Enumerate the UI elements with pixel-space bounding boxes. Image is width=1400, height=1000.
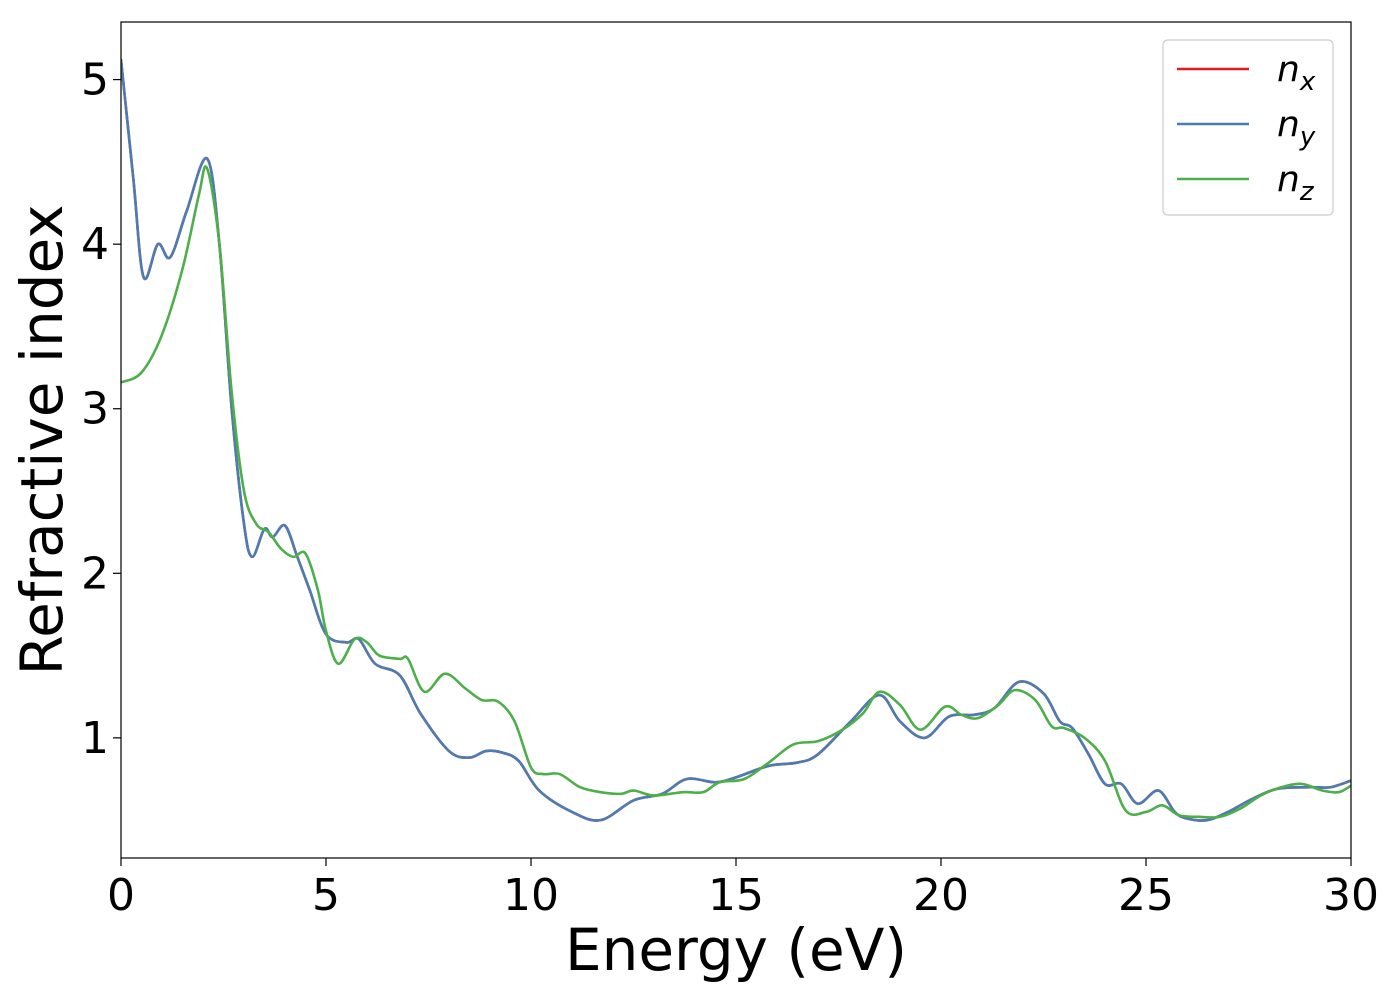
y-tick-label: 5: [81, 55, 109, 106]
legend: nx ny nz: [1162, 39, 1334, 216]
series-line-n-z: [121, 165, 1351, 819]
y-axis: 1 2 3 4 5: [81, 55, 121, 764]
x-axis-title: Energy (eV): [565, 916, 907, 984]
x-tick-label: 30: [1323, 870, 1379, 921]
legend-box: [1162, 39, 1334, 216]
legend-label-n-z: nz: [1277, 159, 1315, 207]
y-axis-title: Refractive index: [8, 204, 76, 675]
x-tick-label: 10: [503, 870, 559, 921]
y-tick-label: 4: [81, 219, 109, 270]
y-tick-label: 3: [81, 384, 109, 435]
x-axis: 0 5 10 15 20 25 30: [107, 858, 1379, 921]
x-tick-label: 5: [312, 870, 340, 921]
x-tick-label: 20: [913, 870, 969, 921]
y-tick-label: 1: [81, 713, 109, 764]
x-tick-label: 15: [708, 870, 764, 921]
y-tick-label: 2: [81, 548, 109, 599]
series-line-n-y: [121, 58, 1351, 822]
x-tick-label: 0: [107, 870, 135, 921]
legend-label-n-y: ny: [1277, 104, 1316, 152]
legend-label-n-x: nx: [1277, 49, 1316, 97]
plot-area: [121, 58, 1351, 822]
x-tick-label: 25: [1118, 870, 1174, 921]
